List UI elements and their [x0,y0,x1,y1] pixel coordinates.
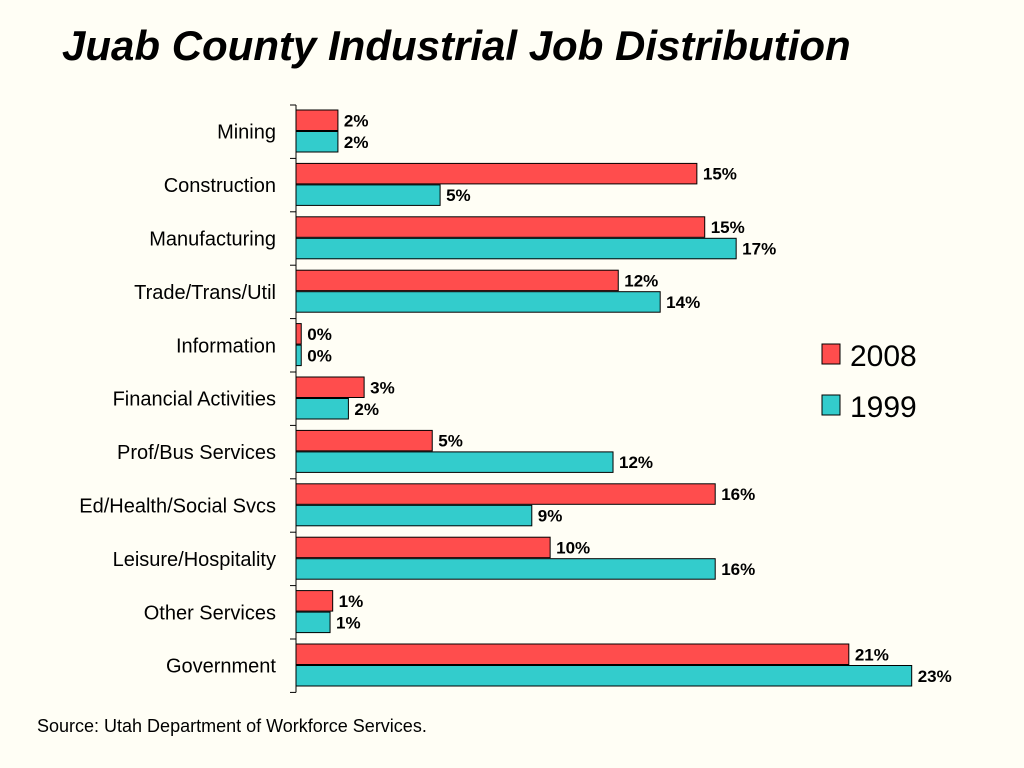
category-label: Prof/Bus Services [117,442,276,464]
data-label: 12% [619,453,653,472]
bar-2008 [295,429,433,452]
data-label: 3% [370,378,395,397]
chart-title: Juab County Industrial Job Distribution [62,22,851,69]
bar-1999 [295,665,913,687]
bar-1999 [295,237,737,260]
legend-swatch-1999 [821,394,841,416]
bar-1999 [295,131,339,153]
category-label: Trade/Trans/Util [134,282,276,304]
category-label: Mining [217,122,276,144]
legend-swatch-2008 [821,343,841,365]
category-label: Government [166,656,276,678]
bar-1999 [295,184,441,206]
bar-2008 [295,536,551,559]
data-label: 21% [855,645,889,664]
data-label: 12% [624,271,658,290]
bar-2008 [295,483,716,505]
bar-1999 [295,558,716,580]
source-note: Source: Utah Department of Workforce Ser… [37,716,427,736]
category-label: Information [176,335,276,357]
data-label: 14% [666,293,700,312]
bar-2008 [295,590,334,612]
bar-1999 [295,611,331,634]
bar-1999 [295,398,349,420]
data-label: 1% [336,613,361,632]
category-label: Manufacturing [149,229,276,251]
bar-1999 [295,291,661,313]
bar-2008 [295,323,302,345]
legend-label-2008: 2008 [850,340,917,373]
category-label: Financial Activities [113,389,276,411]
data-label: 0% [307,325,332,344]
data-label: 15% [711,218,745,237]
data-label: 17% [742,240,776,259]
data-label: 5% [446,186,471,205]
data-label: 15% [703,165,737,184]
data-label: 0% [307,346,332,365]
bar-1999 [295,504,533,527]
bar-2008 [295,643,850,665]
category-label: Ed/Health/Social Svcs [79,496,276,518]
data-label: 23% [918,667,952,686]
data-label: 2% [344,111,369,130]
bar-2008 [295,376,365,398]
data-label: 16% [721,560,755,579]
bar-1999 [295,451,614,473]
bar-1999 [295,344,302,367]
bar-2008 [295,109,339,131]
category-label: Leisure/Hospitality [113,549,276,571]
category-label: Construction [164,175,276,197]
data-label: 1% [339,592,364,611]
category-label: Other Services [144,602,276,624]
bar-2008 [295,216,706,238]
bar-2008 [295,162,698,185]
legend-label-1999: 1999 [850,391,917,424]
bar-2008 [295,269,619,292]
data-label: 10% [556,538,590,557]
data-label: 2% [344,133,369,152]
data-label: 2% [354,400,379,419]
data-label: 5% [438,432,463,451]
data-label: 16% [721,485,755,504]
data-label: 9% [538,507,563,526]
